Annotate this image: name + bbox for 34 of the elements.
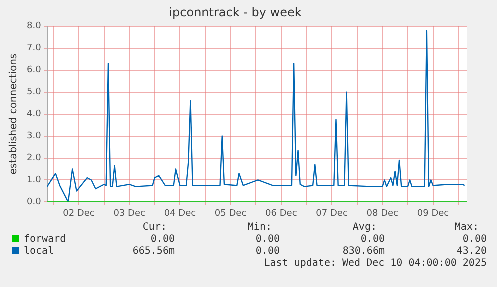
text: Last update: Wed Dec 10 04:00:00 2025 (264, 258, 487, 269)
legend-label: forward (23, 234, 66, 245)
y-axis-title: established connections (8, 54, 20, 175)
y-tick-label: 8.0 (26, 22, 42, 32)
y-tick-label: 0.0 (26, 198, 42, 208)
text: 43.20 (456, 246, 487, 257)
text: 0.00 (462, 234, 487, 245)
y-tick-label: 4.0 (26, 110, 42, 120)
text: 0.00 (360, 234, 385, 245)
text: Max: (454, 222, 479, 233)
x-tick-label: 06 Dec (266, 208, 298, 219)
y-tick-label: 7.0 (26, 44, 42, 54)
y-tick-label: 6.0 (26, 66, 42, 76)
x-tick-label: 08 Dec (366, 208, 399, 219)
y-tick-label: 2.0 (26, 154, 42, 164)
text: Avg: (352, 222, 377, 233)
legend-label: local (23, 246, 54, 257)
text: 0.00 (150, 234, 175, 245)
text: 665.56m (132, 246, 175, 257)
x-tick-label: 07 Dec (316, 208, 348, 219)
y-tick-label: 1.0 (26, 176, 42, 186)
text: Min: (248, 222, 272, 233)
x-tick-label: 02 Dec (63, 208, 95, 219)
text: 0.00 (256, 246, 280, 257)
x-tick-label: 09 Dec (417, 208, 450, 219)
x-tick-label: 03 Dec (114, 208, 146, 219)
y-tick-label: 5.0 (26, 88, 42, 98)
chart-title: ipconntrack - by week (169, 5, 302, 20)
y-tick-label: 3.0 (26, 132, 42, 142)
x-tick-label: 05 Dec (214, 208, 247, 219)
text: 0.00 (256, 234, 280, 245)
text: Cur: (142, 222, 167, 233)
text: 830.66m (342, 246, 385, 257)
x-tick-label: 04 Dec (164, 208, 196, 219)
